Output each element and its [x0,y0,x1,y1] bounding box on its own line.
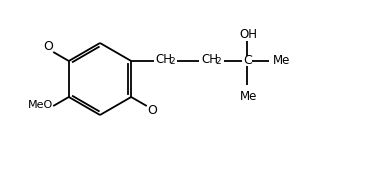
Text: OH: OH [239,28,257,41]
Text: O: O [147,104,157,117]
Text: C: C [243,54,251,66]
Text: O: O [43,41,53,54]
Text: MeO: MeO [28,100,53,110]
Text: CH: CH [156,53,173,66]
Text: 2: 2 [215,57,221,66]
Text: Me: Me [273,54,290,66]
Text: Me: Me [239,90,257,103]
Text: 2: 2 [169,57,175,66]
Text: CH: CH [202,53,219,66]
